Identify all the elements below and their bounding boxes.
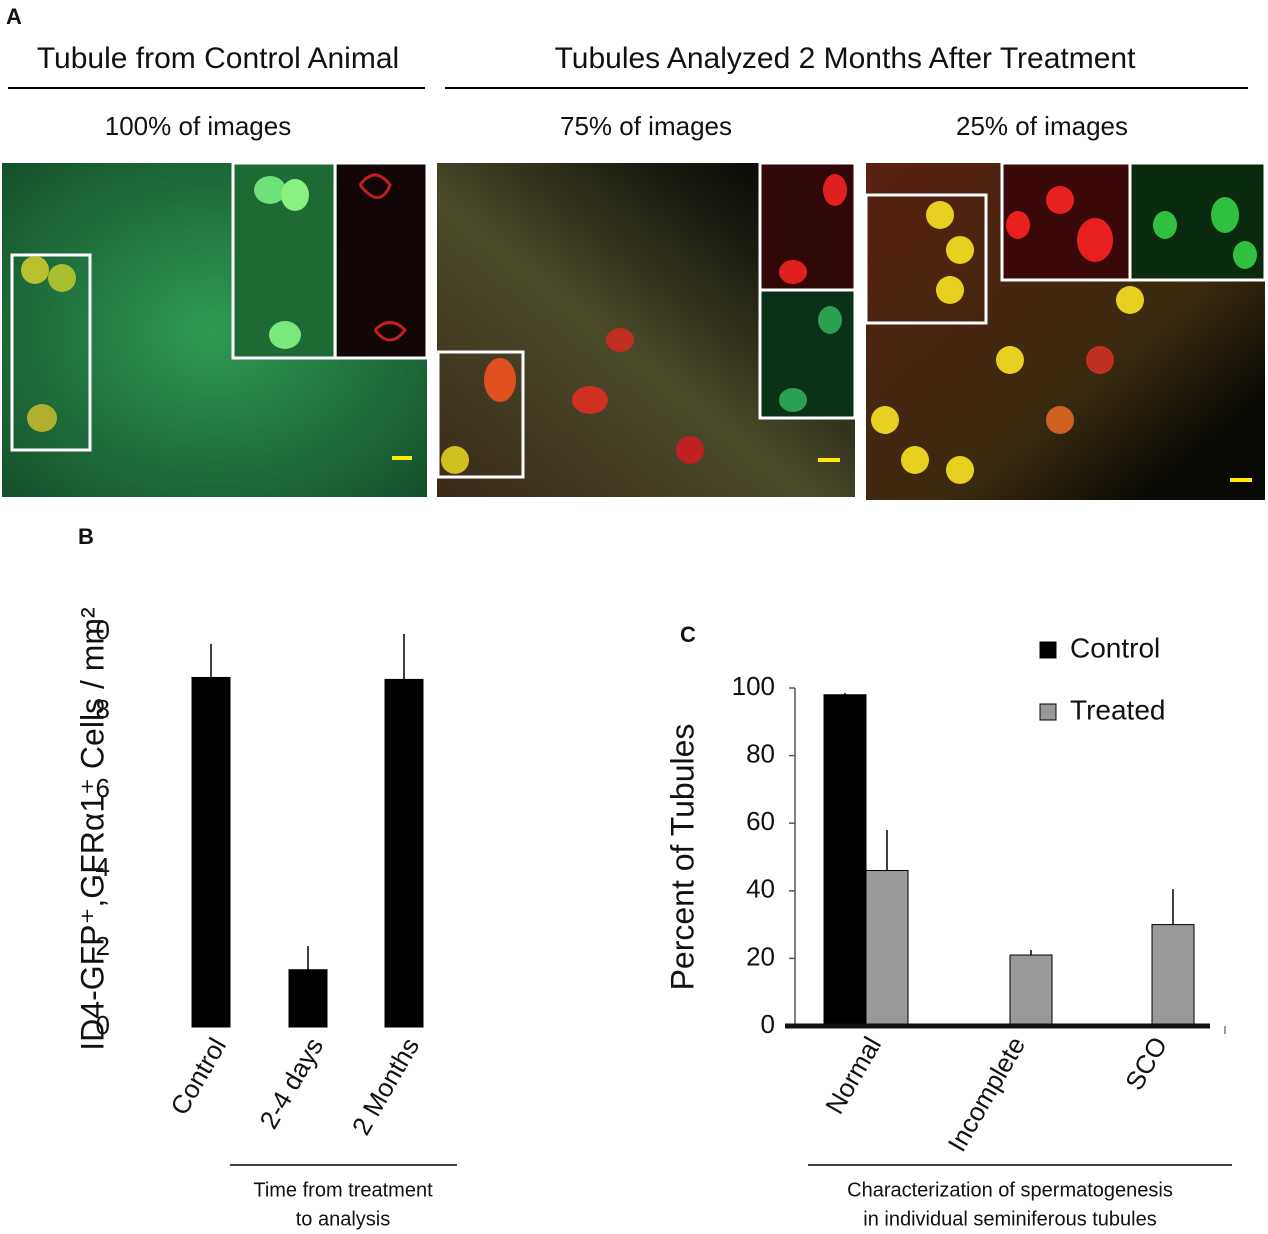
y-tick-label: 60 — [746, 806, 775, 836]
legend-swatch — [1039, 641, 1057, 659]
panel-label: B — [78, 524, 94, 549]
y-tick-label: 8 — [96, 694, 110, 724]
legend-swatch — [1039, 703, 1057, 721]
y-tick-label: 20 — [746, 941, 775, 971]
y-tick-label: 80 — [746, 738, 775, 768]
legend-label: Control — [1070, 632, 1160, 663]
y-axis-label: ID4-GFP⁺,GFRα1⁺ Cells / mm² — [74, 607, 110, 1051]
micrograph — [436, 161, 857, 497]
x-tick-label: Normal — [819, 1031, 887, 1119]
y-tick-label: 4 — [96, 852, 110, 882]
x-tick-label: Control — [164, 1032, 232, 1120]
bar — [1009, 954, 1053, 1027]
legend-label: Treated — [1070, 694, 1165, 725]
title: Tubule from Control Animal — [37, 42, 399, 75]
bar — [1151, 924, 1195, 1027]
y-tick-label: 0 — [761, 1009, 775, 1039]
x-axis-label: Time from treatment — [253, 1179, 433, 1201]
panel-label: C — [680, 622, 696, 647]
y-axis-label: Percent of Tubules — [664, 724, 700, 991]
bar — [288, 969, 328, 1028]
caption: 75% of images — [560, 111, 732, 141]
bar — [823, 694, 867, 1027]
y-tick-label: 100 — [732, 671, 775, 701]
title: Tubules Analyzed 2 Months After Treatmen… — [555, 42, 1137, 75]
x-axis-label: to analysis — [296, 1208, 391, 1230]
bar — [384, 678, 424, 1028]
micrograph — [864, 161, 1267, 500]
y-tick-label: 2 — [96, 931, 110, 961]
bar — [191, 676, 231, 1028]
x-axis-label: Characterization of spermatogenesis — [847, 1179, 1173, 1201]
y-tick-label: 40 — [746, 874, 775, 904]
bar — [865, 870, 909, 1027]
micrograph — [2, 161, 429, 497]
y-tick-label: 6 — [96, 773, 110, 803]
caption: 25% of images — [956, 111, 1128, 141]
x-tick-label: 2 Months — [346, 1032, 425, 1140]
y-tick-label: 0 — [96, 615, 110, 645]
caption: 100% of images — [105, 111, 291, 141]
y-tick-label: 0 — [96, 1010, 110, 1040]
x-tick-label: Incomplete — [942, 1031, 1032, 1156]
x-tick-label: SCO — [1119, 1031, 1173, 1095]
x-axis-label: in individual seminiferous tubules — [863, 1208, 1157, 1230]
x-tick-label: 2-4 days — [253, 1032, 329, 1133]
panel-label: A — [6, 4, 22, 29]
